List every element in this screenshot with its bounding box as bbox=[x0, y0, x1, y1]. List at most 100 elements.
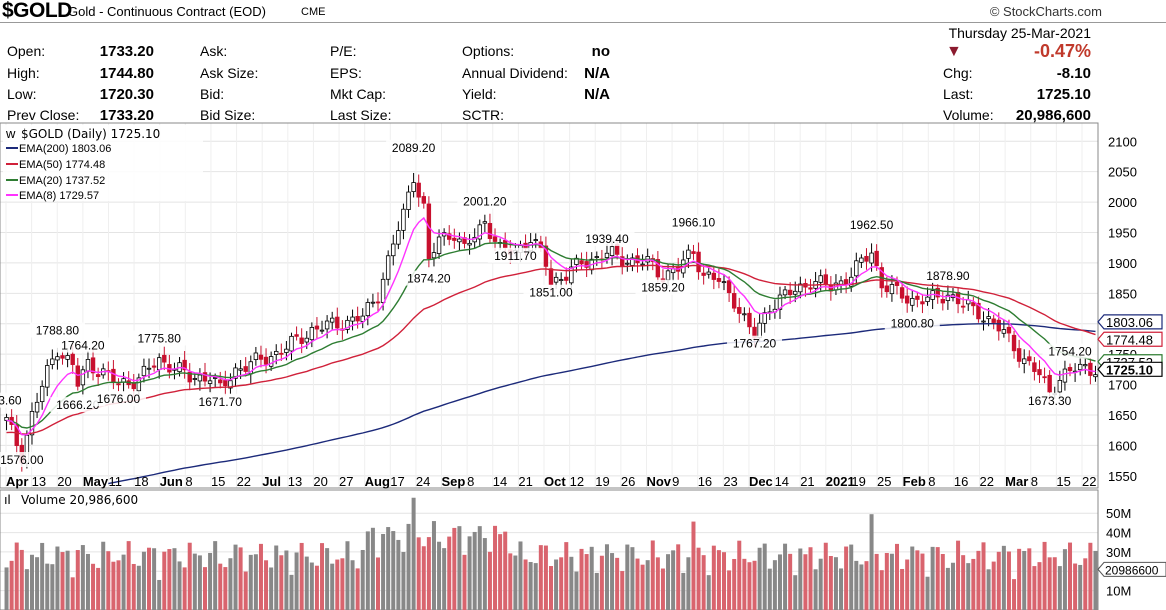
volume-bar bbox=[854, 560, 859, 610]
volume-bar bbox=[381, 534, 386, 610]
volume-bar bbox=[895, 543, 900, 610]
volume-bar bbox=[330, 563, 335, 610]
volume-bar bbox=[325, 548, 330, 610]
sctr-label: SCTR: bbox=[462, 107, 504, 123]
date-tick-label: Jun bbox=[160, 474, 183, 489]
volume-label: Volume: bbox=[943, 107, 994, 123]
volume-bar bbox=[386, 527, 391, 610]
volume-bar bbox=[671, 550, 676, 610]
volume-bar bbox=[630, 547, 635, 610]
annotation-label: 1775.80 bbox=[138, 331, 182, 345]
annotation-label: 1676.00 bbox=[97, 392, 141, 406]
candle-body bbox=[34, 401, 40, 413]
volume-bar bbox=[431, 521, 436, 610]
volume-bar bbox=[691, 521, 696, 610]
volume-bar bbox=[442, 548, 447, 610]
date-tick-label: 8 bbox=[1031, 474, 1038, 489]
candle-body bbox=[793, 290, 798, 295]
candle-body bbox=[396, 230, 401, 245]
candle-body bbox=[976, 302, 981, 320]
price-annotation: 2001.20 bbox=[457, 193, 513, 209]
volume-bar bbox=[579, 548, 584, 610]
tag-box bbox=[1097, 331, 1163, 347]
annotation-label: 1666.20 bbox=[56, 398, 100, 412]
volume-bar bbox=[360, 549, 365, 610]
date-tick-label: 20 bbox=[57, 474, 71, 489]
volume-bar bbox=[141, 551, 146, 610]
candle-body bbox=[202, 372, 208, 382]
volume-bar bbox=[355, 568, 360, 610]
volume-axis: 10M20M30M40M50M20986600 bbox=[1097, 506, 1166, 599]
candle-body bbox=[558, 279, 564, 281]
date-tick-label: 21 bbox=[518, 474, 532, 489]
volume-panel-frame bbox=[0, 489, 1099, 610]
price-annotation: 1800.80 bbox=[884, 315, 940, 331]
price-annotation: 1859.20 bbox=[635, 279, 691, 295]
candle-body bbox=[1042, 376, 1047, 379]
candle-body bbox=[569, 266, 574, 284]
volume-bar bbox=[961, 555, 966, 610]
volume-bar bbox=[91, 563, 96, 610]
tag-label: 20986600 bbox=[1105, 563, 1159, 577]
exchange: CME bbox=[301, 6, 326, 18]
candle-body bbox=[543, 245, 549, 267]
price-tick-label: 1850 bbox=[1108, 286, 1137, 301]
annotation-label: 2001.20 bbox=[463, 194, 507, 208]
volume-bar bbox=[1042, 541, 1047, 610]
annotation-bg bbox=[920, 267, 976, 283]
volume-bar bbox=[823, 542, 828, 610]
candle-body bbox=[869, 252, 874, 264]
brand-link[interactable]: © StockCharts.com bbox=[989, 4, 1102, 19]
candle-body bbox=[436, 236, 442, 254]
volume-bar bbox=[594, 572, 599, 610]
candle-body bbox=[431, 252, 437, 259]
date-tick-label: Oct bbox=[544, 474, 566, 489]
volume-bar bbox=[1032, 566, 1037, 610]
ema8-line bbox=[6, 216, 1096, 436]
candle-body bbox=[416, 182, 421, 198]
legend-ema50: EMA(50) 1774.48 bbox=[19, 159, 105, 171]
volume-bar bbox=[686, 557, 691, 610]
candle-body bbox=[345, 319, 350, 330]
volume-bar bbox=[274, 545, 279, 610]
candle-body bbox=[1022, 358, 1027, 364]
date-tick-label: 8 bbox=[185, 474, 192, 489]
price-annotation: 1962.50 bbox=[844, 216, 900, 232]
candle-body bbox=[991, 318, 996, 323]
volume-bar bbox=[808, 547, 813, 610]
low-value: 1720.30 bbox=[99, 86, 154, 103]
price-annotation: 1874.20 bbox=[401, 270, 457, 286]
volume-bar bbox=[447, 536, 452, 610]
candle-body bbox=[212, 377, 218, 379]
volume-bar bbox=[655, 557, 660, 610]
candle-body bbox=[156, 357, 162, 370]
open-value: 1733.20 bbox=[99, 43, 154, 60]
volume-bar bbox=[45, 563, 50, 610]
date-tick-label: 24 bbox=[416, 474, 430, 489]
candle-body bbox=[910, 298, 915, 306]
price-annotation: 1788.80 bbox=[29, 322, 85, 338]
volume-bar bbox=[930, 546, 935, 610]
price-tick-label: 2100 bbox=[1108, 134, 1137, 149]
volume-bar bbox=[1078, 564, 1083, 610]
tag-box bbox=[1097, 561, 1166, 577]
volume-value: 20,986,600 bbox=[1015, 107, 1091, 124]
volume-bar bbox=[945, 567, 950, 610]
last-value-tag: 1725.10 bbox=[1097, 361, 1163, 377]
price-annotation: 1767.20 bbox=[727, 335, 783, 351]
annotation-bg bbox=[401, 270, 457, 286]
candle-body bbox=[1083, 364, 1088, 367]
candle-body bbox=[696, 251, 701, 273]
volume-bar bbox=[55, 546, 60, 610]
date-tick-label: 22 bbox=[237, 474, 251, 489]
candle-body bbox=[640, 263, 645, 266]
date-tick-label: 2021 bbox=[826, 474, 855, 489]
candle-body bbox=[375, 301, 381, 304]
date-tick-label: 15 bbox=[1056, 474, 1070, 489]
candle-body bbox=[411, 182, 416, 193]
candle-body bbox=[426, 203, 432, 260]
candle-body bbox=[1027, 356, 1032, 362]
annotation-bg bbox=[844, 216, 900, 232]
volume-bar bbox=[182, 567, 187, 610]
